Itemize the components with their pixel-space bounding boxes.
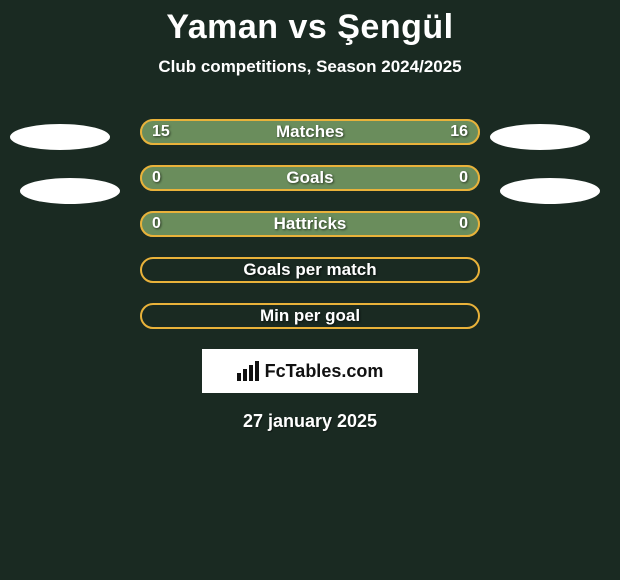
date-label: 27 january 2025 [0, 411, 620, 432]
stat-row: 00Goals [0, 165, 620, 191]
stat-row: 00Hattricks [0, 211, 620, 237]
stat-value-right: 16 [450, 119, 468, 145]
bar-fill-left [140, 211, 310, 237]
stat-label: Goals per match [140, 257, 480, 283]
stat-bar: Min per goal [140, 303, 480, 329]
stat-value-left: 0 [152, 211, 161, 237]
logo-text: FcTables.com [265, 361, 384, 382]
bar-border [140, 257, 480, 283]
stat-value-left: 0 [152, 165, 161, 191]
stat-label: Min per goal [140, 303, 480, 329]
logo-box[interactable]: FcTables.com [202, 349, 418, 393]
bar-fill-right [310, 165, 480, 191]
bar-fill-right [310, 211, 480, 237]
stats-card: Yaman vs Şengül Club competitions, Seaso… [0, 0, 620, 580]
stat-row: Min per goal [0, 303, 620, 329]
stat-value-left: 15 [152, 119, 170, 145]
bars-icon [237, 361, 261, 381]
bar-border [140, 303, 480, 329]
stat-bar: 00Hattricks [140, 211, 480, 237]
logo: FcTables.com [237, 361, 384, 382]
page-title: Yaman vs Şengül [0, 0, 620, 47]
bar-fill-left [140, 165, 310, 191]
stat-value-right: 0 [459, 211, 468, 237]
stat-value-right: 0 [459, 165, 468, 191]
page-subtitle: Club competitions, Season 2024/2025 [0, 57, 620, 77]
stat-bar: Goals per match [140, 257, 480, 283]
stat-bar: 00Goals [140, 165, 480, 191]
stat-row: Goals per match [0, 257, 620, 283]
stat-row: 1516Matches [0, 119, 620, 145]
stat-bar: 1516Matches [140, 119, 480, 145]
stat-rows: 1516Matches00Goals00HattricksGoals per m… [0, 119, 620, 329]
